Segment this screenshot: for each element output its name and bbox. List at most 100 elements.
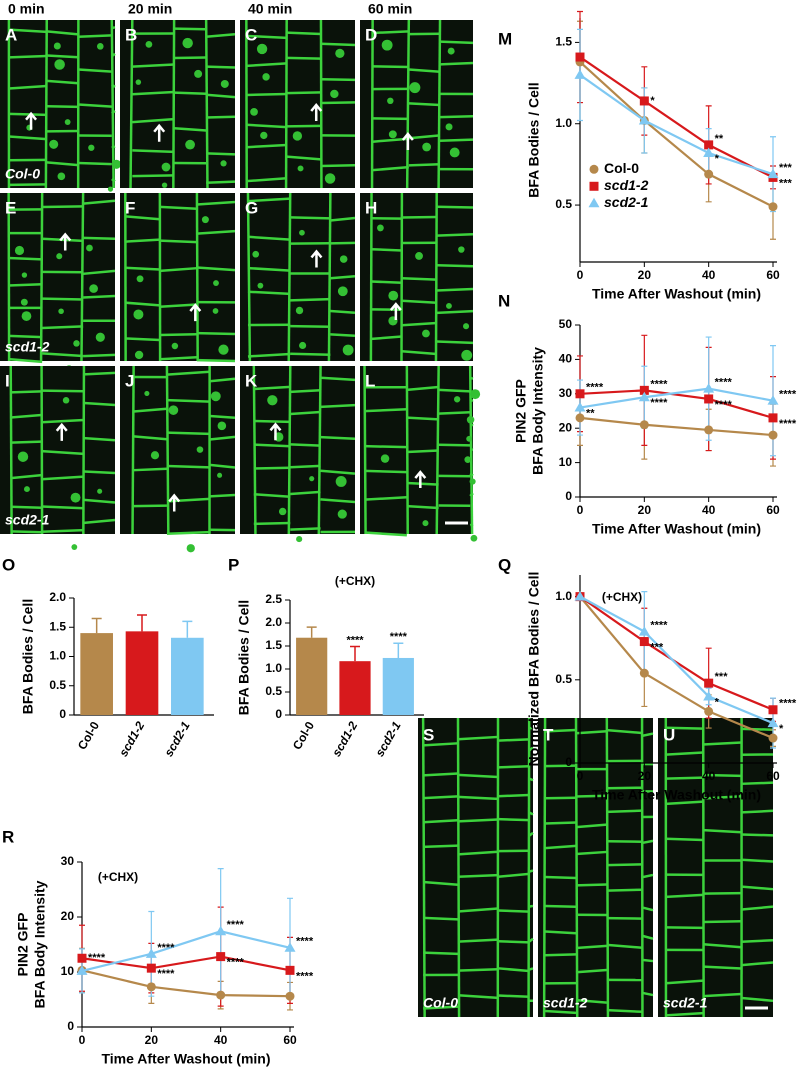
data-point bbox=[216, 991, 225, 1000]
genotype-label: scd1-2 bbox=[543, 995, 588, 1011]
cell-wall bbox=[439, 390, 471, 391]
bfa-body bbox=[299, 342, 306, 349]
cell-wall bbox=[9, 258, 43, 259]
cell-wall bbox=[11, 391, 42, 392]
column-header: 60 min bbox=[368, 1, 412, 17]
y-tick-label: 1.0 bbox=[265, 661, 282, 675]
data-point bbox=[769, 734, 778, 743]
bfa-body bbox=[151, 451, 159, 459]
cell-wall bbox=[42, 530, 84, 532]
cell-wall bbox=[11, 507, 42, 508]
bfa-body bbox=[63, 397, 70, 404]
y-tick-label: 2.5 bbox=[265, 592, 282, 606]
y-tick-label: 40 bbox=[559, 352, 573, 366]
bfa-body bbox=[293, 131, 302, 140]
cell-wall bbox=[437, 342, 473, 343]
micrograph bbox=[240, 20, 355, 188]
cell-wall bbox=[409, 164, 440, 165]
data-point bbox=[639, 626, 650, 636]
cell-wall bbox=[439, 412, 471, 413]
cell-wall bbox=[254, 523, 290, 524]
cell-wall bbox=[330, 311, 355, 313]
micrograph bbox=[360, 20, 473, 188]
significance: **** bbox=[390, 631, 408, 643]
error-bar bbox=[137, 615, 147, 631]
panel-letter: Q bbox=[498, 555, 511, 574]
bfa-body bbox=[137, 275, 144, 282]
cell-wall bbox=[254, 468, 290, 469]
micrograph-background bbox=[418, 718, 533, 1017]
cell-wall bbox=[42, 206, 83, 207]
bfa-body bbox=[335, 49, 344, 58]
cell-wall bbox=[458, 718, 459, 1017]
cell-wall bbox=[437, 289, 473, 291]
y-tick-label: 0 bbox=[67, 1019, 74, 1033]
bfa-body bbox=[470, 389, 480, 399]
data-point bbox=[640, 420, 649, 429]
cell-wall bbox=[83, 296, 115, 297]
genotype-label: scd2-1 bbox=[663, 995, 708, 1011]
cell-wall bbox=[365, 366, 366, 534]
cell-wall bbox=[742, 835, 773, 836]
bfa-body bbox=[211, 391, 221, 401]
cell-wall bbox=[321, 165, 355, 166]
significance: **** bbox=[779, 418, 797, 430]
cell-wall bbox=[545, 877, 576, 878]
y-tick-label: 20 bbox=[61, 909, 75, 923]
cell-wall bbox=[9, 336, 43, 337]
panel-letter: F bbox=[125, 198, 135, 217]
panel-letter: B bbox=[125, 25, 137, 44]
legend-label: Col-0 bbox=[604, 160, 639, 176]
panel-letter: R bbox=[2, 827, 14, 846]
x-tick-label: 60 bbox=[766, 268, 780, 282]
panel-letter: E bbox=[5, 198, 16, 217]
significance: ** bbox=[715, 133, 724, 145]
significance: *** bbox=[779, 162, 793, 174]
bfa-body bbox=[162, 182, 167, 187]
bfa-body bbox=[21, 299, 28, 306]
error-bar bbox=[393, 643, 403, 658]
data-point bbox=[286, 992, 295, 1001]
bfa-body bbox=[467, 416, 475, 424]
cell-wall bbox=[206, 117, 235, 118]
cell-wall bbox=[42, 507, 84, 509]
bfa-body bbox=[15, 246, 24, 255]
bfa-body bbox=[97, 489, 102, 494]
series-line bbox=[580, 418, 773, 435]
x-tick-label: 20 bbox=[638, 503, 652, 517]
bfa-body bbox=[446, 123, 453, 130]
y-tick-label: 10 bbox=[61, 964, 75, 978]
cell-wall bbox=[437, 265, 473, 266]
micrograph bbox=[360, 193, 473, 361]
bfa-body bbox=[389, 130, 397, 138]
x-tick-label: 20 bbox=[638, 769, 652, 783]
cell-wall bbox=[42, 299, 83, 300]
bar bbox=[339, 661, 370, 715]
bfa-body bbox=[202, 216, 209, 223]
cell-wall bbox=[9, 56, 47, 57]
cell-wall bbox=[372, 249, 402, 250]
bfa-body bbox=[71, 544, 77, 550]
legend-label: scd1-2 bbox=[604, 177, 649, 193]
bfa-body bbox=[108, 186, 113, 191]
bfa-body bbox=[58, 308, 64, 314]
bfa-body bbox=[250, 108, 258, 116]
cell-wall bbox=[46, 20, 47, 188]
x-tick-label: 20 bbox=[145, 1033, 159, 1047]
data-point bbox=[704, 425, 713, 434]
significance: **** bbox=[715, 399, 733, 411]
bfa-body bbox=[172, 343, 178, 349]
bfa-body bbox=[252, 251, 259, 258]
bfa-body bbox=[325, 173, 336, 184]
cell-wall bbox=[458, 875, 498, 877]
cell-wall bbox=[529, 779, 533, 781]
significance: **** bbox=[88, 952, 106, 964]
x-tick-label: scd1-2 bbox=[116, 719, 147, 759]
data-point bbox=[147, 982, 156, 991]
panel-letter: J bbox=[125, 371, 134, 390]
data-point bbox=[640, 637, 649, 646]
bfa-body bbox=[213, 308, 219, 314]
x-tick-label: 40 bbox=[702, 503, 716, 517]
cell-wall bbox=[544, 718, 545, 1017]
